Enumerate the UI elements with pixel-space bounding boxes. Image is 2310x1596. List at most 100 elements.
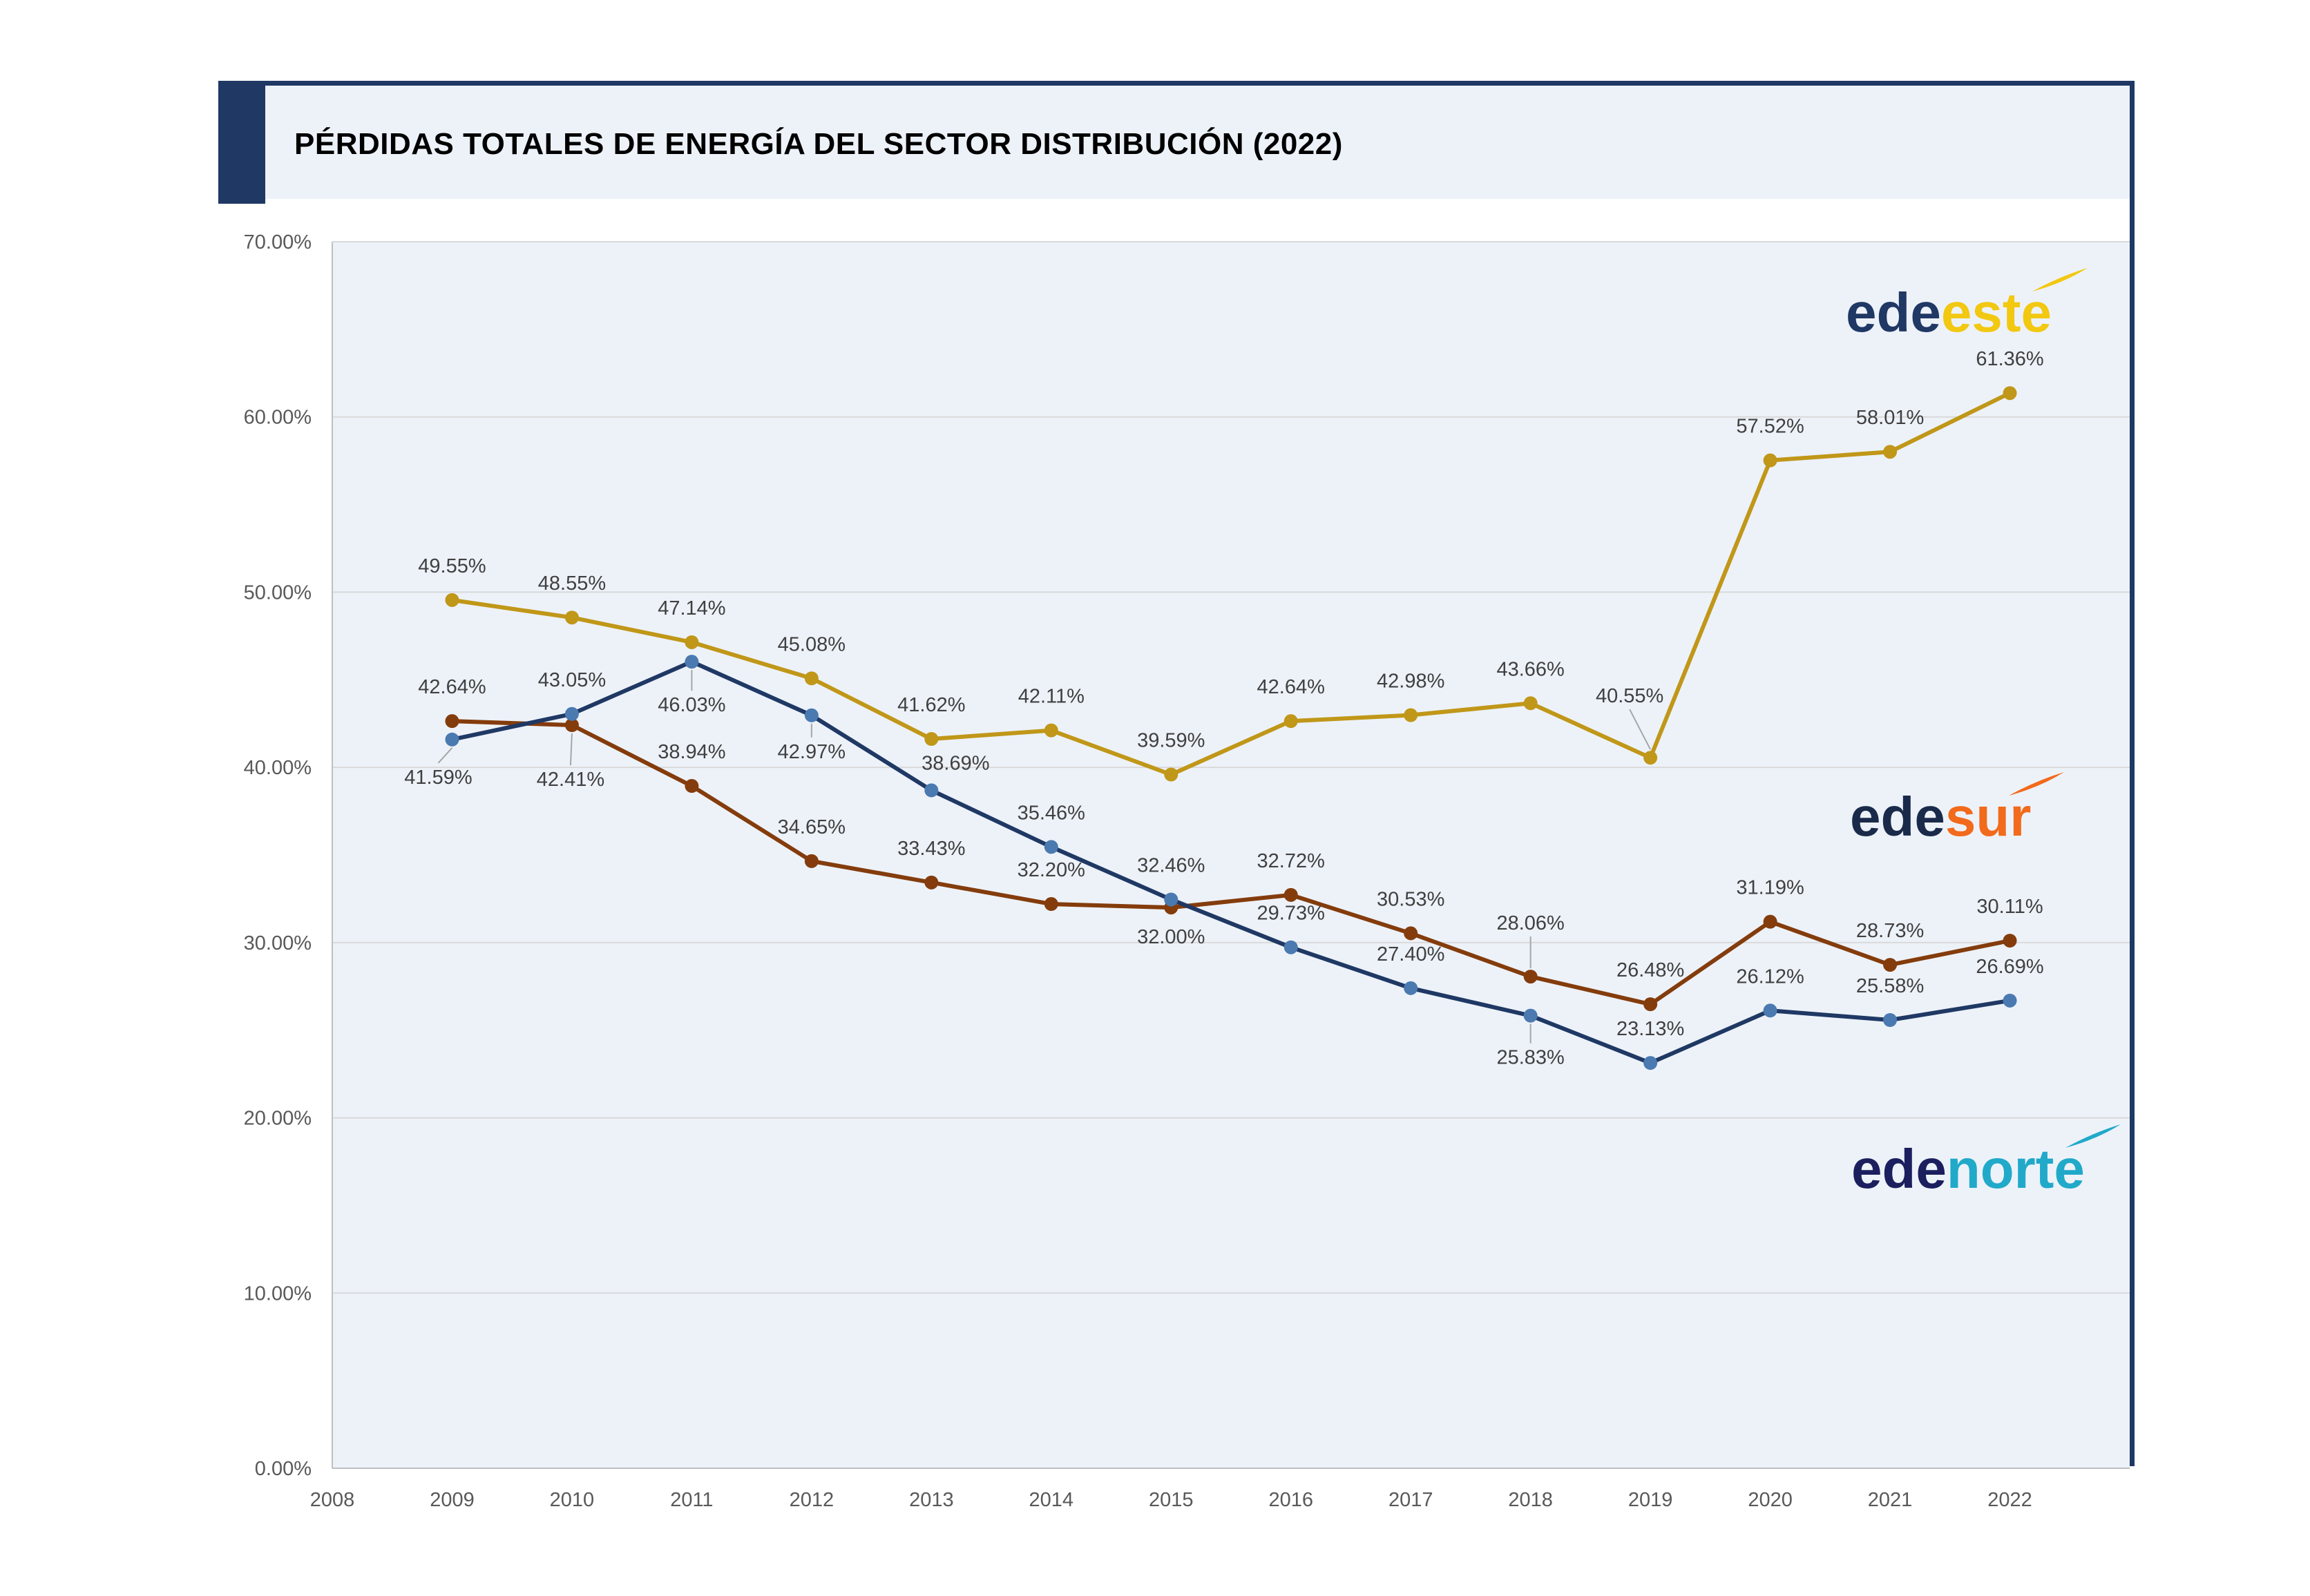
swoosh-icon	[2032, 268, 2088, 291]
data-label-edeeste: 49.55%	[418, 555, 486, 577]
data-label-edenorte: 46.03%	[658, 694, 725, 716]
logos: edeeste edesur edenorte	[1846, 268, 2121, 1200]
point-edesur	[1643, 997, 1658, 1012]
x-tick-label: 2010	[550, 1489, 595, 1511]
y-tick-label: 0.00%	[255, 1458, 312, 1480]
data-label-edenorte: 23.13%	[1616, 1018, 1684, 1040]
point-edeeste	[924, 732, 939, 747]
x-tick-label: 2015	[1149, 1489, 1194, 1511]
x-tick-label: 2017	[1388, 1489, 1433, 1511]
x-axis-ticks: 2008 2009 2010 2011 2012 2013 2014 2015 2016 2017…	[310, 1489, 2032, 1511]
x-tick-label: 2009	[430, 1489, 475, 1511]
swoosh-icon	[2065, 1124, 2121, 1148]
x-tick-label: 2019	[1628, 1489, 1673, 1511]
point-edenorte	[685, 655, 699, 669]
data-label-edeeste: 40.55%	[1596, 685, 1663, 707]
point-edeeste	[1164, 767, 1178, 782]
data-label-edesur: 28.73%	[1856, 920, 1924, 942]
point-edeeste	[1404, 708, 1418, 722]
svg-text:edesur: edesur	[1850, 786, 2031, 847]
point-edesur	[2003, 934, 2017, 948]
y-tick-label: 50.00%	[244, 581, 312, 604]
point-edenorte	[1283, 940, 1298, 954]
point-edeeste	[1883, 445, 1898, 459]
label-leader-line	[437, 747, 453, 764]
data-label-edesur: 26.48%	[1616, 959, 1684, 981]
point-edeeste	[2003, 386, 2017, 401]
y-tick-label: 30.00%	[244, 932, 312, 954]
data-label-edenorte: 26.69%	[1976, 956, 2043, 978]
y-tick-label: 40.00%	[244, 757, 312, 779]
data-label-edesur: 30.53%	[1377, 888, 1444, 910]
point-edenorte	[1763, 1003, 1777, 1018]
data-label-edeeste: 48.55%	[538, 573, 606, 595]
point-edesur	[1044, 897, 1058, 912]
series	[445, 386, 2017, 1070]
data-label-edenorte: 43.05%	[538, 669, 606, 691]
point-edenorte	[1883, 1012, 1898, 1027]
data-label-edenorte: 41.59%	[404, 767, 472, 789]
y-axis-ticks: 0.00% 10.00% 20.00% 30.00% 40.00% 50.00% 60.00…	[244, 231, 312, 1480]
point-edenorte	[924, 783, 939, 798]
logo-edesur: edesur	[1850, 772, 2064, 847]
point-edesur	[445, 714, 459, 729]
point-edenorte	[1044, 840, 1058, 854]
data-label-edesur: 32.00%	[1137, 926, 1205, 948]
x-tick-label: 2011	[670, 1489, 713, 1511]
data-label-edeeste: 42.64%	[1257, 676, 1325, 698]
data-labels: 49.55% 48.55% 47.14% 45.08% 41.62% 42.11% 39.5…	[404, 348, 2043, 1068]
gridlines	[332, 241, 2130, 1294]
frame-right-border	[2130, 81, 2135, 1466]
data-label-edenorte: 25.83%	[1496, 1047, 1564, 1069]
data-label-edeeste: 43.66%	[1496, 658, 1564, 680]
logo-suffix: sur	[1945, 786, 2032, 847]
logo-edenorte: edenorte	[1851, 1124, 2121, 1200]
data-label-edenorte: 27.40%	[1377, 943, 1444, 965]
point-edesur	[1523, 970, 1538, 984]
x-tick-label: 2016	[1268, 1489, 1313, 1511]
data-label-edesur: 30.11%	[1976, 896, 2043, 918]
data-label-edesur: 32.20%	[1018, 859, 1085, 881]
point-edenorte	[445, 732, 459, 747]
title-divider	[265, 199, 2133, 201]
data-label-edenorte: 29.73%	[1257, 903, 1325, 925]
title-bar: PÉRDIDAS TOTALES DE ENERGÍA DEL SECTOR D…	[218, 81, 2133, 204]
x-tick-label: 2012	[790, 1489, 834, 1511]
data-label-edeeste: 42.98%	[1377, 671, 1444, 693]
series-line-edesur	[452, 719, 2011, 1007]
data-label-edeeste: 42.11%	[1018, 686, 1085, 708]
point-edeeste	[1523, 696, 1538, 711]
data-label-edeeste: 39.59%	[1137, 730, 1205, 752]
point-edenorte	[1643, 1056, 1658, 1070]
point-edeeste	[685, 635, 699, 649]
point-edeeste	[445, 593, 459, 607]
series-line-edeeste	[452, 391, 2011, 777]
data-label-edenorte: 25.58%	[1856, 975, 1924, 997]
plot-area	[332, 242, 2130, 1468]
point-edenorte	[1164, 892, 1178, 907]
point-edesur	[924, 875, 939, 890]
point-edenorte	[1523, 1008, 1538, 1023]
chart-title: PÉRDIDAS TOTALES DE ENERGÍA DEL SECTOR D…	[294, 127, 1343, 161]
series-line-edenorte	[451, 660, 2011, 1066]
data-label-edeeste: 58.01%	[1856, 407, 1924, 429]
y-tick-label: 70.00%	[244, 231, 312, 253]
logo-suffix: este	[1941, 282, 2052, 343]
x-tick-label: 2020	[1748, 1489, 1793, 1511]
point-edesur	[1404, 926, 1418, 941]
axes	[332, 241, 2130, 1469]
x-tick-label: 2022	[1987, 1489, 2032, 1511]
data-label-edeeste: 47.14%	[658, 597, 725, 619]
data-label-edesur: 34.65%	[778, 816, 846, 838]
data-label-edesur: 38.94%	[658, 741, 725, 763]
point-edeeste	[564, 610, 579, 625]
point-edeeste	[1044, 723, 1058, 738]
point-edeeste	[804, 671, 819, 686]
title-accent-block	[218, 86, 265, 204]
logo-prefix: ede	[1846, 282, 1941, 343]
data-label-edenorte: 38.69%	[922, 752, 989, 774]
point-edesur	[1883, 958, 1898, 972]
data-label-edesur: 32.72%	[1257, 850, 1325, 872]
data-label-edeeste: 57.52%	[1736, 416, 1804, 438]
